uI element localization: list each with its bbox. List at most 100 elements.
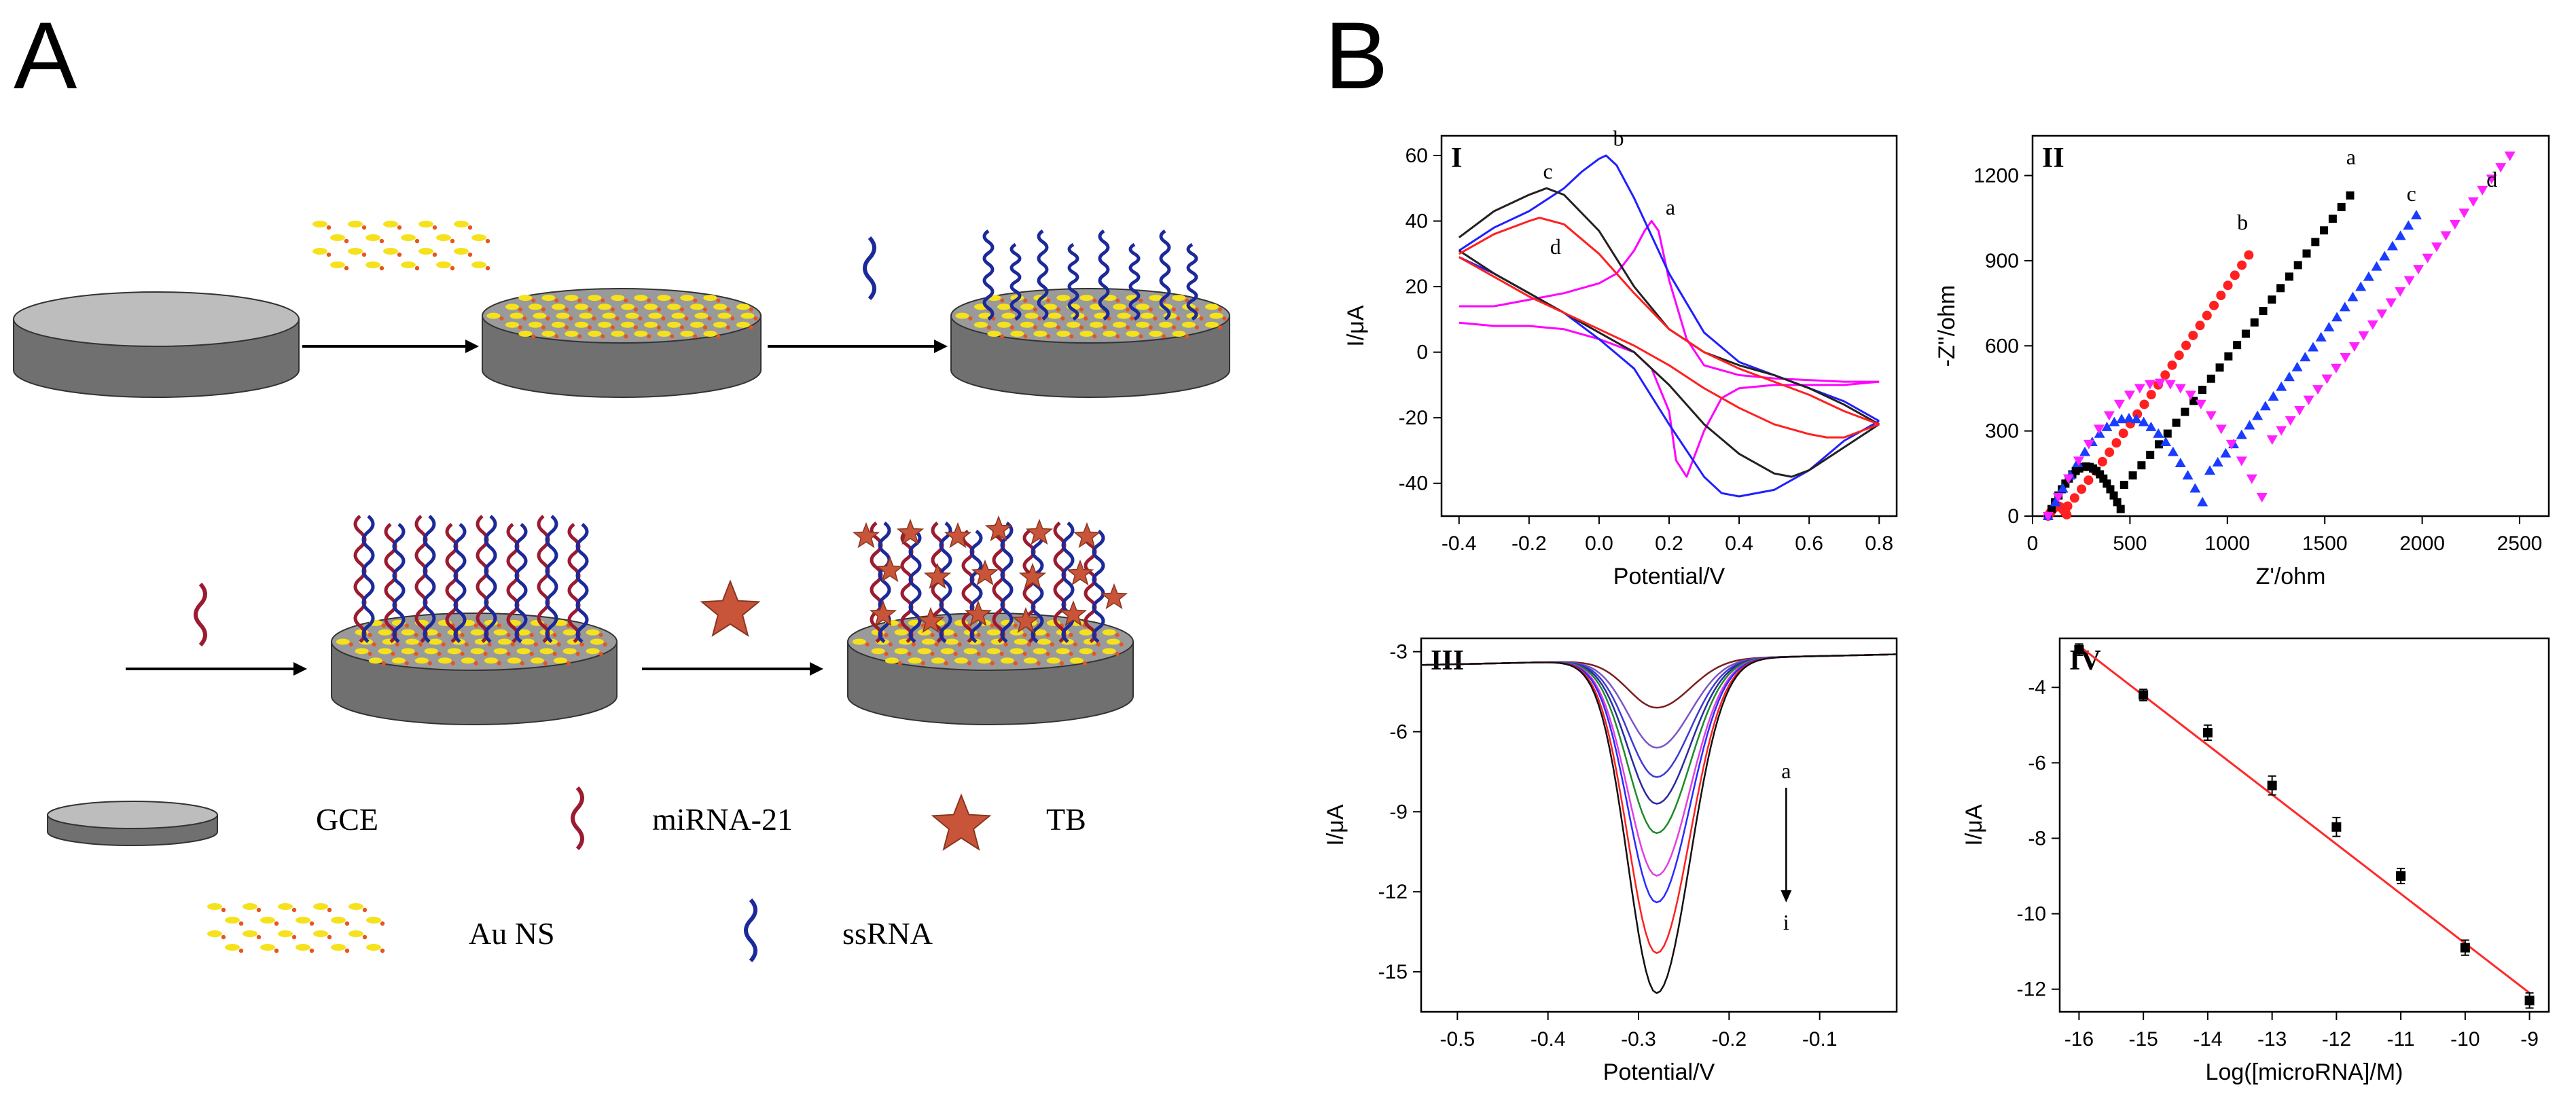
au-ns-dot	[450, 238, 455, 244]
x-tick-label: 0.8	[1865, 532, 1893, 555]
au-ns-particle	[401, 234, 416, 241]
eis-point-d	[2246, 474, 2257, 484]
au-ns-particle	[1106, 638, 1120, 645]
panel-b: B -0.4 -0.2 0.0 0.2 0.4 0.6 0.8-40-200204060Po…	[1323, 2, 2550, 1085]
eis-point-b	[2160, 370, 2170, 380]
eis-point-b	[2097, 456, 2107, 467]
calibration-point	[2074, 644, 2084, 655]
eis-point-d	[2467, 197, 2479, 207]
tb-star	[923, 562, 952, 589]
dpv-curve-c	[1420, 653, 1896, 778]
au-ns-dot	[1092, 334, 1097, 339]
au-ns-dot	[344, 238, 349, 244]
au-ns-dot	[460, 651, 465, 656]
au-ns-dot	[414, 266, 420, 271]
arrow-step3	[126, 662, 307, 676]
eis-point-c	[2079, 446, 2091, 456]
au-ns-dot	[726, 325, 730, 330]
au-ns-dot	[545, 316, 550, 321]
tb-star	[1059, 600, 1088, 627]
eis-point-c	[2283, 371, 2295, 382]
eis-point-c	[2331, 312, 2343, 322]
au-ns-particle	[1033, 330, 1048, 337]
rna-strand	[484, 515, 497, 643]
x-tick-label: -14	[2193, 1028, 2222, 1051]
au-ns-dot	[638, 316, 643, 321]
au-ns-dot	[930, 651, 935, 656]
y-tick-label: 600	[1985, 335, 2019, 357]
eis-point-a	[2250, 318, 2259, 327]
au-ns-dot	[569, 316, 573, 321]
au-ns-dot	[999, 651, 1004, 656]
y-axis-label: I/μA	[1961, 804, 1987, 845]
au-ns-dot	[1185, 334, 1189, 339]
rna-strand	[545, 515, 558, 643]
au-ns-dot	[361, 252, 367, 257]
eis-point-c	[2220, 448, 2232, 458]
eis-point-d	[2486, 174, 2497, 184]
eis-point-c	[2315, 331, 2327, 342]
au-ns-dot	[432, 252, 437, 257]
au-ns-dot	[1046, 334, 1051, 339]
au-ns-dot	[564, 307, 569, 312]
au-ns-particle	[436, 234, 451, 241]
legend-ssrna: ssRNA	[744, 898, 933, 963]
eis-point-d	[2134, 384, 2145, 394]
au-ns-dot	[579, 642, 584, 646]
au-ns-dot	[1148, 307, 1153, 312]
au-ns-particle	[736, 304, 750, 310]
au-ns-dot	[326, 252, 332, 257]
au-ns-dot	[556, 642, 561, 646]
au-ns-dot	[380, 921, 385, 926]
eis-point-c	[2175, 458, 2186, 468]
plot-frame	[1420, 637, 1898, 1013]
au-ns-particle	[1000, 657, 1014, 664]
au-ns-particle	[1204, 304, 1219, 310]
au-ns-particle	[556, 312, 570, 319]
eis-point-d	[2348, 342, 2360, 352]
au-ns-dot	[552, 651, 557, 656]
au-ns-particle	[1023, 657, 1037, 664]
au-ns-dot	[1056, 325, 1060, 330]
gce-disk-step1	[13, 291, 300, 398]
au-ns-particle	[1010, 330, 1024, 337]
au-ns-particle	[336, 638, 350, 645]
au-ns-dot	[990, 623, 995, 628]
au-ns-dot	[464, 642, 469, 646]
au-ns-dot	[397, 252, 402, 257]
eis-point-d	[2504, 151, 2516, 162]
eis-point-c	[2363, 271, 2374, 281]
au-ns-particle	[1158, 321, 1173, 328]
au-ns-dot	[460, 633, 465, 638]
au-ns-dot	[702, 325, 707, 330]
gce-disk-step2	[482, 288, 762, 398]
au-ns-particle	[1056, 295, 1071, 302]
y-tick-label: -12	[1378, 881, 1408, 903]
x-tick-label: -12	[2322, 1028, 2351, 1051]
eis-point-a	[2328, 215, 2337, 223]
au-ns-particle	[493, 629, 507, 636]
tb-star	[1073, 522, 1101, 549]
au-ns-dot	[990, 661, 995, 665]
eis-point-d	[2285, 416, 2296, 426]
au-ns-particle	[484, 657, 498, 664]
au-ns-particle	[894, 629, 908, 636]
rna-strand	[361, 515, 375, 643]
au-ns-particle	[401, 261, 416, 268]
eis-point-a	[2302, 249, 2311, 258]
au-ns-particle	[470, 629, 484, 636]
eis-point-c	[2379, 251, 2391, 261]
curve-label: c	[2407, 181, 2416, 206]
au-ns-particle	[666, 304, 681, 310]
au-ns-particle	[611, 295, 625, 302]
tb-star	[916, 606, 945, 634]
eis-point-d	[2495, 163, 2507, 173]
au-ns-dot	[327, 934, 332, 940]
eis-point-c	[2050, 496, 2061, 507]
eis-point-b	[2202, 310, 2212, 321]
au-ns-dot	[968, 316, 973, 321]
au-ns-particle	[1209, 312, 1223, 319]
eis-point-d	[2144, 380, 2155, 390]
au-ns-particle	[657, 330, 671, 337]
dpv-curve-i	[1420, 653, 1896, 994]
